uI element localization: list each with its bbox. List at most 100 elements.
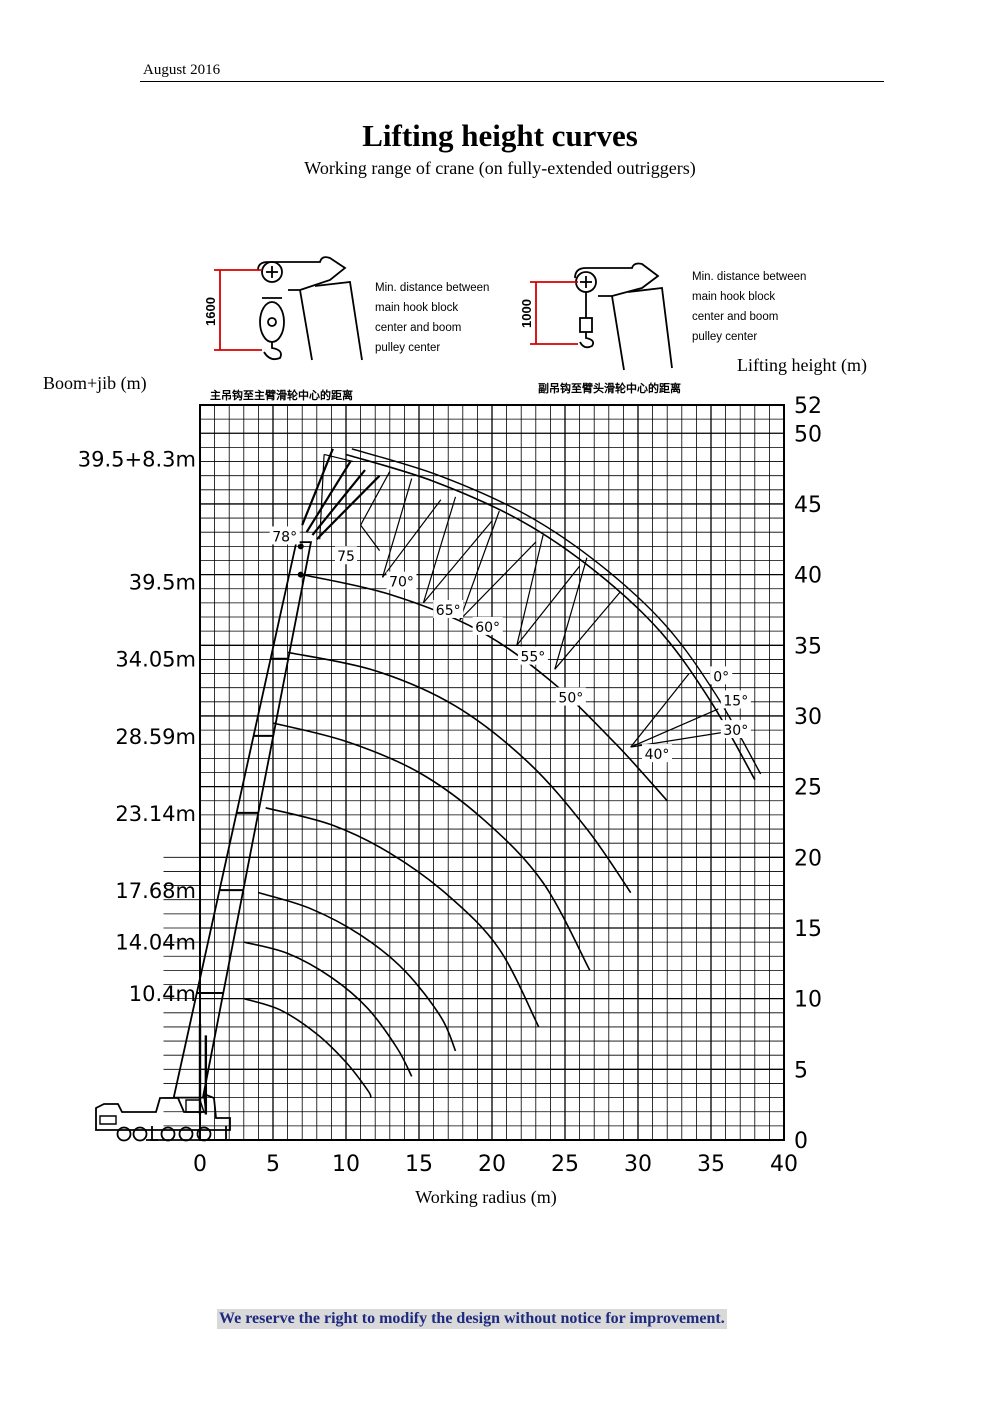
y-tick-label: 40 — [794, 564, 822, 589]
x-tick-label: 5 — [266, 1152, 280, 1177]
lifting-curve-23-14m — [265, 807, 540, 1028]
aux-hook-note-line: Min. distance between — [692, 271, 806, 283]
y-tick-label: 45 — [794, 493, 822, 518]
jib-line — [459, 510, 500, 621]
jib-segment — [311, 469, 366, 536]
jib-angle-label-bg — [710, 666, 733, 685]
x-axis-title: Working radius (m) — [415, 1187, 557, 1208]
y-tick-label: 10 — [794, 988, 822, 1013]
page-title: Lifting height curves — [362, 118, 638, 153]
chart-labels: 0 5 10 15 20 25 30 35 40051015202530354045505210… — [78, 394, 822, 1177]
main-hook-dimension-value: 1600 — [203, 297, 218, 326]
x-tick-label: 30 — [624, 1152, 652, 1177]
boom-length-label: 17.68m — [115, 879, 196, 903]
jib-angle-label: 50° — [558, 691, 583, 707]
jib-segment — [305, 460, 352, 533]
jib-segment — [316, 474, 381, 541]
jib-line — [630, 708, 719, 748]
y-axis-title: Lifting height (m) — [737, 355, 867, 376]
lifting-curve-28-59m — [272, 722, 591, 971]
x-tick-label: 20 — [478, 1152, 506, 1177]
x-tick-label: 15 — [405, 1152, 433, 1177]
footer-note: We reserve the right to modify the desig… — [217, 1309, 727, 1329]
truck-cab-windows — [99, 1099, 205, 1125]
x-tick-label: 10 — [332, 1152, 360, 1177]
y-tick-label: 20 — [794, 846, 822, 871]
jib-angle-label-bg — [641, 744, 672, 763]
aux-hook-note-line: main hook block — [692, 291, 775, 303]
boom-length-label: 23.14m — [115, 802, 196, 826]
crane-truck-drawing — [95, 1092, 234, 1142]
page-subtitle: Working range of crane (on fully-extende… — [304, 158, 696, 178]
jib-angle-label: 30° — [723, 723, 748, 739]
lifting-curves — [243, 448, 762, 1098]
main-hook-note-line: Min. distance between — [375, 282, 489, 294]
x-tick-label: 35 — [697, 1152, 725, 1177]
boom-length-label: 10.4m — [129, 982, 196, 1006]
jib-angle-label-bg — [386, 571, 417, 590]
lifting-curve-17-68m — [258, 891, 457, 1052]
jib-angle-label-bg — [433, 599, 464, 618]
lifting-curve-39-5m — [302, 573, 668, 802]
y-tick-label: 15 — [794, 917, 822, 942]
jib-angle-label: 55° — [520, 650, 545, 666]
jib-angle-lines — [301, 448, 738, 748]
jib-angle-label-bg — [335, 546, 357, 565]
lifting-curve-39-5-8-3m — [345, 453, 756, 780]
jib-angle-label: 60° — [475, 620, 500, 636]
boom-axis-title: Boom+jib (m) — [43, 373, 147, 394]
main-hook-note-line: pulley center — [375, 342, 440, 354]
chart-frame — [199, 404, 785, 1141]
jib-angle-label: 0° — [713, 669, 729, 685]
boom-drawing — [172, 541, 313, 1115]
jib-envelope-curve — [351, 448, 762, 775]
y-tick-label: 0 — [794, 1129, 808, 1154]
jib-angle-label: 70° — [389, 575, 414, 591]
jib-line — [422, 520, 493, 604]
y-tick-label: 52 — [794, 394, 822, 419]
chart-grid — [163, 404, 785, 1141]
jib-line — [422, 496, 457, 604]
jib-angle-label: 75 — [337, 549, 355, 565]
y-tick-label: 30 — [794, 705, 822, 730]
jib-line — [360, 471, 391, 526]
y-tick-label: 25 — [794, 776, 822, 801]
main-hook-note-line: center and boom — [375, 322, 461, 334]
x-tick-label: 0 — [193, 1152, 207, 1177]
main-hook-caption: 主吊钩至主臂滑轮中心的距离 — [210, 388, 353, 402]
jib-angle-label-bg — [517, 646, 548, 665]
truck-wheel — [132, 1126, 148, 1142]
boom-length-label: 39.5m — [129, 571, 196, 595]
lifting-curve-14-04m — [243, 941, 413, 1077]
truck-body — [95, 1092, 231, 1131]
jib-line — [630, 673, 690, 748]
jib-line — [516, 534, 544, 646]
header-date: August 2016 — [143, 62, 221, 78]
main-hook-diagram — [257, 256, 363, 361]
aux-hook-note: Min. distance between main hook block ce… — [692, 271, 806, 343]
jib-line — [382, 499, 442, 578]
outrigger — [146, 1126, 232, 1141]
jib-angle-label: 15° — [723, 693, 748, 709]
jib-angle-label-bg — [720, 690, 751, 709]
jib-line — [360, 524, 381, 551]
y-tick-label: 35 — [794, 634, 822, 659]
jib-angle-label-bg — [269, 526, 300, 545]
main-hook-dimension — [214, 269, 262, 351]
jib-line — [554, 591, 621, 670]
jib-angle-label: 40° — [645, 747, 670, 763]
boom-head-pulley — [297, 571, 304, 578]
truck-wheel — [116, 1126, 132, 1142]
lifting-curve-34-05m — [287, 651, 632, 894]
y-tick-label: 50 — [794, 422, 822, 447]
aux-hook-note-line: center and boom — [692, 311, 778, 323]
jib-line — [554, 557, 588, 670]
jib-angle-label-bg — [472, 616, 503, 635]
aux-hook-dimension-value: 1000 — [519, 299, 534, 328]
jib-angle-label-bg — [555, 687, 586, 706]
main-hook-note-line: main hook block — [375, 302, 458, 314]
jib-angle-label-bg — [720, 720, 751, 739]
main-hook-note: Min. distance between main hook block ce… — [375, 282, 489, 354]
x-tick-label: 40 — [770, 1152, 798, 1177]
